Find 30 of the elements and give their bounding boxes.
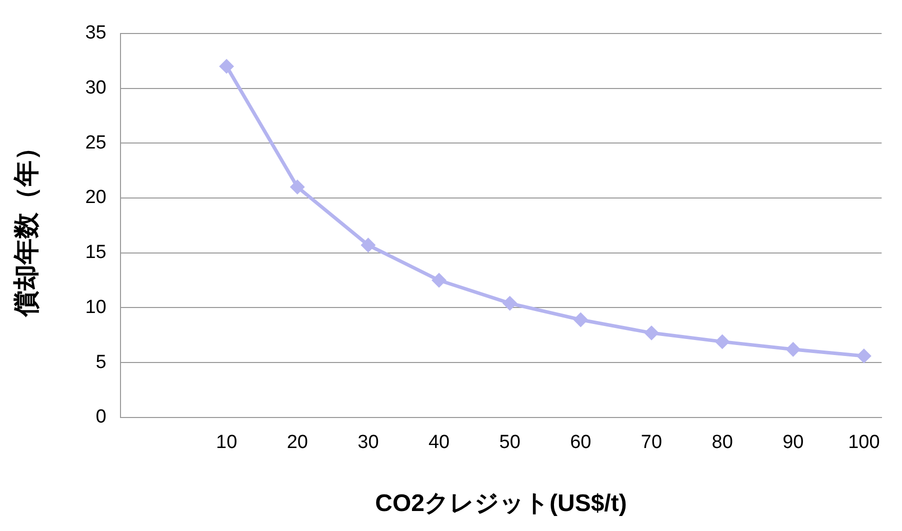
y-axis-title: 償却年数（年）: [10, 134, 41, 318]
y-tick-label: 30: [85, 77, 106, 98]
y-tick-label: 15: [85, 242, 106, 264]
x-tick-label: 100: [848, 432, 880, 454]
point: [644, 326, 658, 340]
point: [503, 296, 517, 310]
y-tick-label: 25: [85, 132, 106, 154]
x-tick-label: 90: [782, 432, 804, 454]
point: [432, 274, 446, 288]
x-tick-label: 20: [286, 432, 308, 454]
x-tick-label: 40: [428, 432, 450, 454]
y-tick-label: 20: [85, 187, 106, 208]
point: [716, 334, 730, 348]
y-tick-label: 35: [85, 22, 106, 44]
y-tick-label: 10: [85, 296, 106, 318]
y-tick-label: 5: [96, 352, 106, 373]
x-tick-label: 10: [216, 432, 238, 454]
x-tick-label: 60: [570, 432, 592, 454]
x-tick-label: 70: [640, 432, 662, 454]
x-axis-title: CO2クレジット(US$/t): [375, 490, 627, 518]
x-tick-label: 30: [358, 432, 379, 454]
point: [857, 349, 871, 363]
point: [220, 60, 234, 74]
point: [786, 342, 800, 356]
x-tick-label: 50: [499, 432, 520, 454]
point: [574, 313, 588, 327]
y-tick-label: 0: [96, 406, 106, 428]
point: [361, 238, 375, 252]
point: [290, 180, 304, 194]
x-tick-label: 80: [712, 432, 733, 454]
